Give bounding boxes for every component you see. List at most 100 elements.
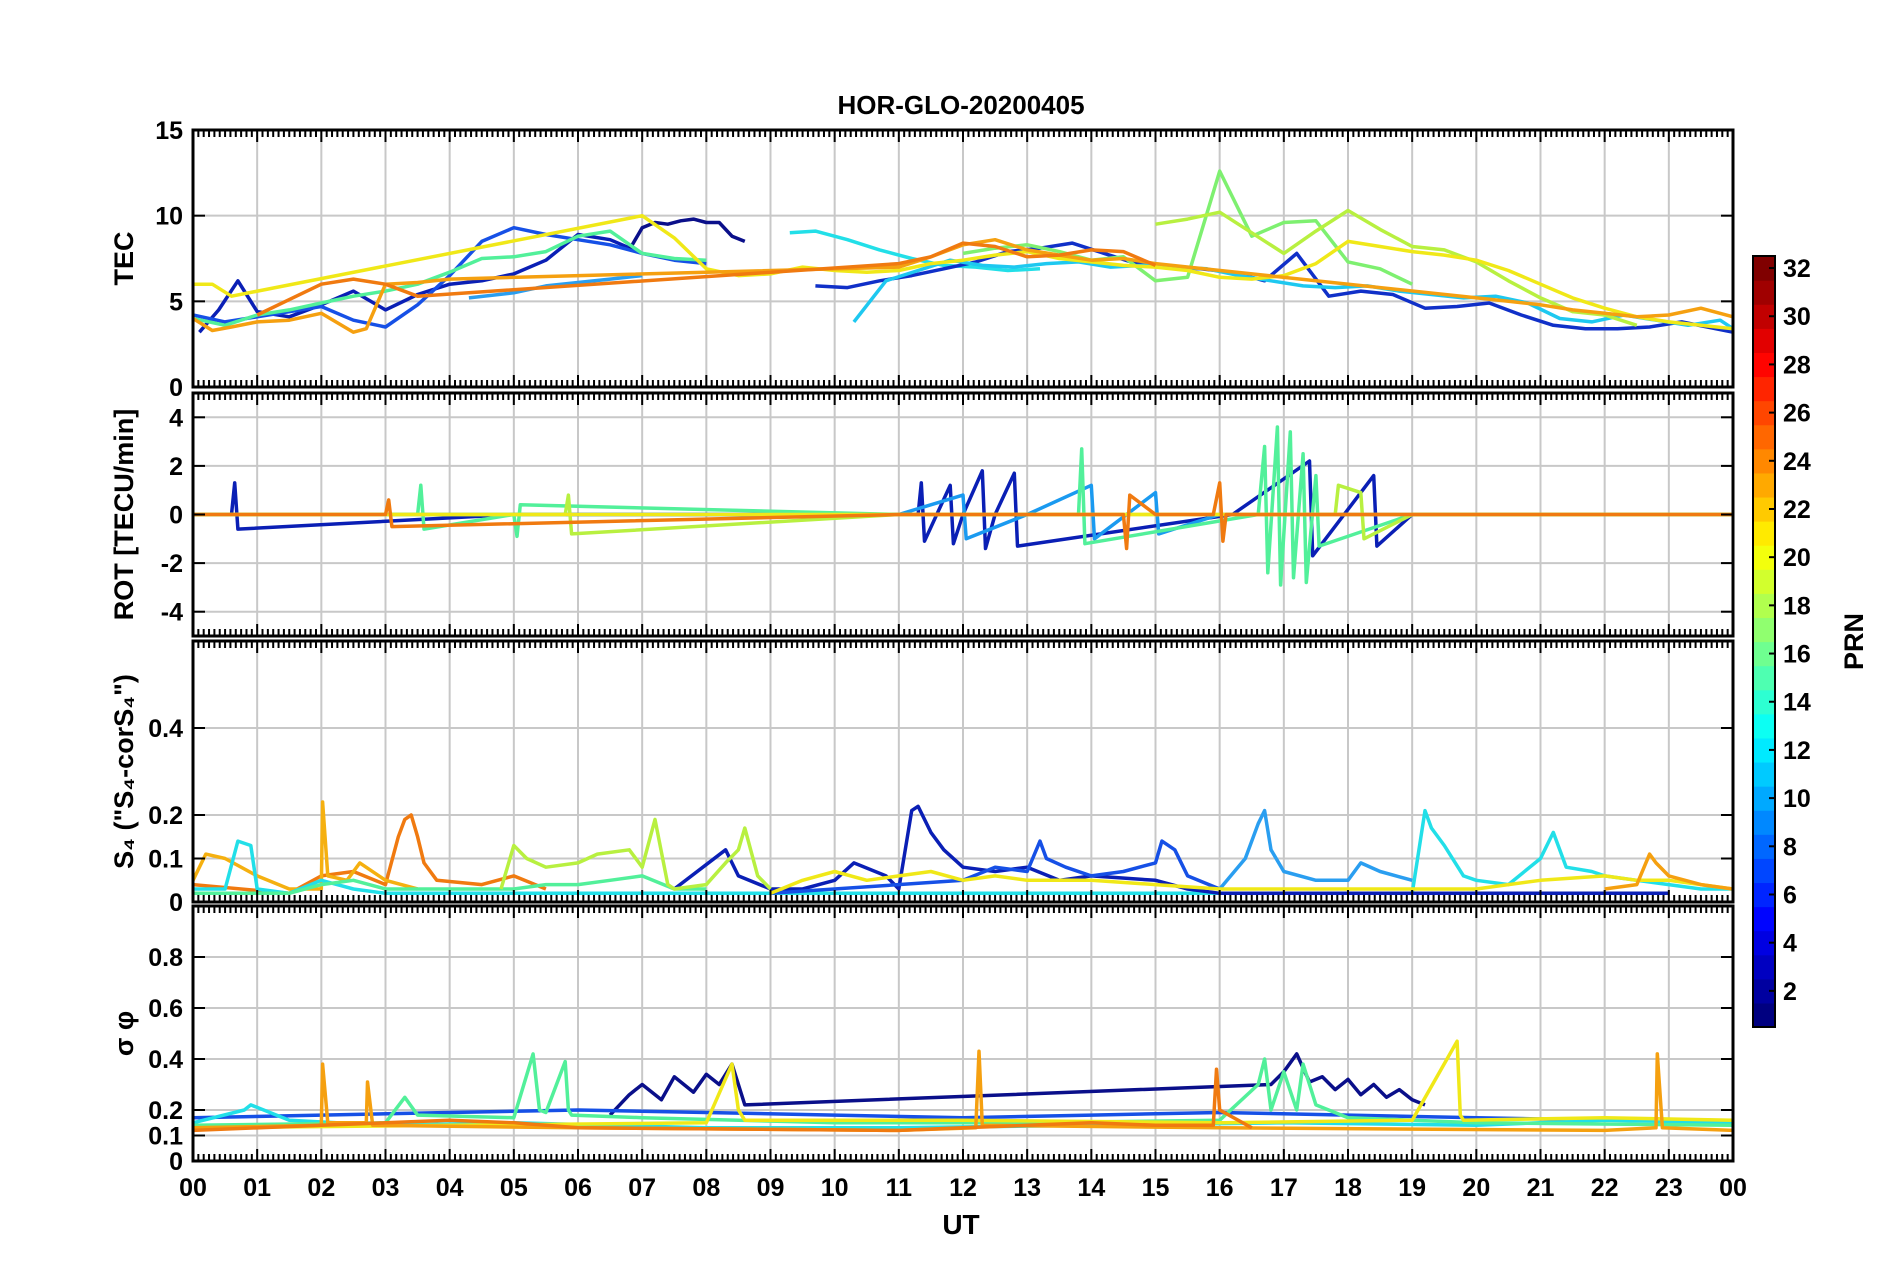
series-line-prn-5 — [193, 1108, 1733, 1122]
panel-rot: -4 -2 0 2 4 ROT [TECU/min] — [109, 391, 1735, 638]
series-line-prn-22 — [193, 800, 419, 891]
colorbar-segment — [1753, 810, 1775, 835]
colorbar-segment — [1753, 424, 1775, 450]
colorbar-tick-label: 10 — [1783, 785, 1811, 813]
x-tick-label: 01 — [243, 1174, 271, 1202]
colorbar-tick-label: 2 — [1783, 978, 1797, 1006]
colorbar-segment — [1753, 882, 1775, 908]
series-line-prn-23 — [1604, 852, 1733, 891]
series-line-prn-3 — [198, 232, 643, 334]
colorbar-tick-label: 26 — [1783, 400, 1811, 428]
x-tick-label: 14 — [1077, 1174, 1105, 1202]
x-tick-label: 02 — [307, 1174, 335, 1202]
colorbar-segment — [1753, 930, 1775, 956]
series-line-prn-9 — [468, 273, 643, 300]
y-tick-label: 0.2 — [148, 802, 183, 830]
colorbar-frame — [1752, 255, 1776, 1028]
x-tick-label: 05 — [500, 1174, 528, 1202]
x-tick-label: 22 — [1591, 1174, 1619, 1202]
x-tick-label: 21 — [1527, 1174, 1555, 1202]
colorbar-tick-label: 12 — [1783, 737, 1811, 765]
colorbar-segment — [1753, 858, 1775, 884]
y-tick-label: 0.6 — [148, 995, 183, 1023]
y-axis-label-tec: TEC — [109, 232, 139, 286]
series-group-sigphi — [193, 1039, 1733, 1133]
x-tick-label: 06 — [564, 1174, 592, 1202]
y-tick-label: -4 — [161, 599, 183, 627]
series-line-prn-2 — [627, 217, 746, 251]
x-ticks-rot — [192, 393, 1734, 636]
colorbar-tick-label: 6 — [1783, 881, 1797, 909]
y-tick-label: 0.1 — [148, 1123, 183, 1151]
colorbar-tick-label: 16 — [1783, 641, 1811, 669]
series-line-prn-3 — [673, 804, 1669, 896]
colorbar-segment — [1753, 906, 1775, 932]
colorbar-segment — [1753, 593, 1775, 619]
colorbar-segment — [1753, 689, 1775, 715]
y-tick-label: 0 — [169, 889, 183, 917]
colorbar-segment — [1753, 545, 1775, 570]
y-tick-label: -2 — [161, 550, 183, 578]
panel-sigphi: 00.10.2 0.4 0.6 0.8 σ φ — [109, 904, 1735, 1176]
colorbar-segment — [1753, 496, 1775, 522]
y-tick-label: 15 — [155, 117, 183, 145]
colorbar-segment — [1753, 472, 1775, 498]
colorbar-tick-label: 24 — [1783, 448, 1811, 476]
x-axis-label: UT — [942, 1209, 979, 1240]
x-tick-label: 08 — [692, 1174, 720, 1202]
colorbar-segment — [1753, 328, 1775, 353]
colorbar-label: PRN — [1839, 613, 1869, 670]
series-group-s4 — [193, 800, 1733, 896]
colorbar-segment — [1753, 400, 1775, 426]
colorbar-tick-label: 28 — [1783, 351, 1811, 379]
chart-title: HOR-GLO-20200405 — [837, 90, 1084, 120]
colorbar-segment — [1753, 665, 1775, 691]
series-line-prn-6 — [770, 839, 1221, 896]
x-tick-label: 17 — [1270, 1174, 1298, 1202]
series-line-prn-16 — [193, 425, 1733, 587]
colorbar-segment — [1753, 448, 1775, 474]
series-line-prn-16 — [193, 229, 707, 328]
x-tick-label: 10 — [821, 1174, 849, 1202]
colorbar-segment — [1753, 521, 1775, 546]
x-tick-label: 13 — [1013, 1174, 1041, 1202]
x-ticks-sigphi — [192, 906, 1734, 1161]
colorbar-segment — [1753, 617, 1775, 643]
colorbar-tick-label: 20 — [1783, 544, 1811, 572]
series-line-prn-16 — [193, 874, 707, 896]
colorbar-segment — [1753, 761, 1775, 787]
series-line-prn-19 — [1155, 208, 1638, 327]
colorbar-tick-label: 4 — [1783, 930, 1797, 958]
colorbar-segment — [1753, 304, 1775, 329]
colorbar-segment — [1753, 1002, 1775, 1028]
y-tick-label: 0.4 — [148, 1046, 183, 1074]
y-tick-label: 0 — [169, 374, 183, 402]
y-tick-label: 0.4 — [148, 715, 183, 743]
series-line-prn-12 — [852, 258, 1733, 331]
y-tick-label: 4 — [169, 404, 183, 432]
x-tick-label: 23 — [1655, 1174, 1683, 1202]
colorbar-segment — [1753, 376, 1775, 402]
x-tick-label: 18 — [1334, 1174, 1362, 1202]
y-tick-label: 5 — [169, 288, 183, 316]
y-tick-label: 2 — [169, 453, 183, 481]
panel-tec: 0 5 10 15 TEC — [109, 117, 1735, 402]
y-axis-label-sigphi: σ φ — [109, 1011, 139, 1056]
y-tick-label: 0 — [169, 1148, 183, 1176]
x-tick-label: 09 — [757, 1174, 785, 1202]
y-tick-label: 0 — [169, 502, 183, 530]
x-tick-label: 12 — [949, 1174, 977, 1202]
series-line-prn-9 — [1218, 808, 1413, 891]
series-line-prn-13 — [789, 229, 1041, 273]
x-tick-label: 04 — [436, 1174, 464, 1202]
x-tick-label: 00 — [179, 1174, 207, 1202]
y-tick-label: 0.2 — [148, 1097, 183, 1125]
colorbar-tick-label: 30 — [1783, 303, 1811, 331]
x-tick-label: 15 — [1142, 1174, 1170, 1202]
y-axis-label-rot: ROT [TECU/min] — [109, 409, 139, 620]
colorbar-segment — [1753, 978, 1775, 1004]
x-tick-label: 03 — [372, 1174, 400, 1202]
series-line-prn-24 — [193, 481, 1733, 551]
colorbar-tick-label: 14 — [1783, 689, 1811, 717]
